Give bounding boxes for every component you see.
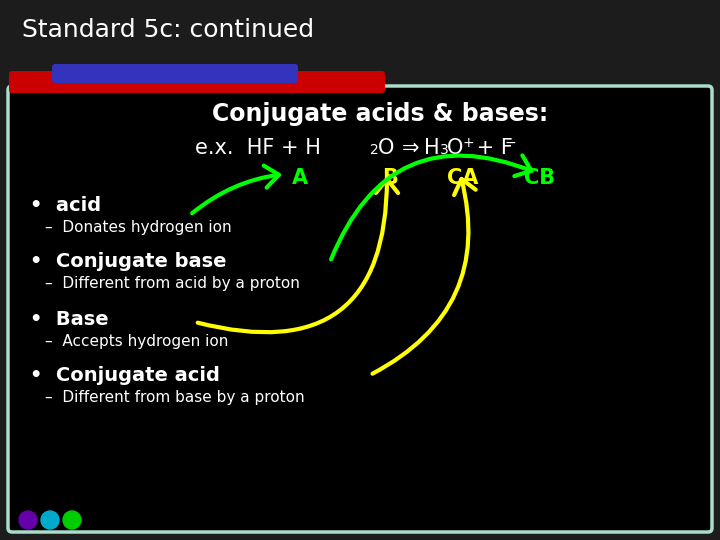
- Text: O: O: [378, 138, 395, 158]
- FancyArrowPatch shape: [331, 156, 531, 259]
- Text: •  Base: • Base: [30, 310, 109, 329]
- Text: •  Conjugate acid: • Conjugate acid: [30, 366, 220, 385]
- Text: 3: 3: [440, 143, 449, 157]
- Text: –  Different from acid by a proton: – Different from acid by a proton: [45, 276, 300, 291]
- FancyArrowPatch shape: [372, 179, 476, 374]
- FancyBboxPatch shape: [9, 71, 385, 93]
- Text: e.x.  HF + H: e.x. HF + H: [195, 138, 321, 158]
- FancyBboxPatch shape: [8, 86, 712, 532]
- Text: –  Donates hydrogen ion: – Donates hydrogen ion: [45, 220, 232, 235]
- FancyArrowPatch shape: [192, 166, 279, 213]
- Text: •  Conjugate base: • Conjugate base: [30, 252, 227, 271]
- Text: +: +: [462, 136, 474, 150]
- Circle shape: [41, 511, 59, 529]
- Circle shape: [19, 511, 37, 529]
- Text: Conjugate acids & bases:: Conjugate acids & bases:: [212, 102, 548, 126]
- Text: A: A: [292, 168, 308, 188]
- Text: H: H: [424, 138, 440, 158]
- Text: 2: 2: [370, 143, 379, 157]
- Text: Standard 5c: continued: Standard 5c: continued: [22, 18, 314, 42]
- FancyArrowPatch shape: [198, 179, 398, 332]
- Text: ⇒: ⇒: [402, 138, 420, 158]
- Text: −: −: [505, 136, 517, 150]
- FancyBboxPatch shape: [52, 64, 298, 83]
- Text: O: O: [447, 138, 464, 158]
- Text: –  Different from base by a proton: – Different from base by a proton: [45, 390, 305, 405]
- Text: CA: CA: [447, 168, 479, 188]
- Text: B: B: [382, 168, 398, 188]
- Text: •  acid: • acid: [30, 196, 101, 215]
- Text: CB: CB: [524, 168, 556, 188]
- Circle shape: [63, 511, 81, 529]
- Text: + F: + F: [470, 138, 513, 158]
- Text: –  Accepts hydrogen ion: – Accepts hydrogen ion: [45, 334, 228, 349]
